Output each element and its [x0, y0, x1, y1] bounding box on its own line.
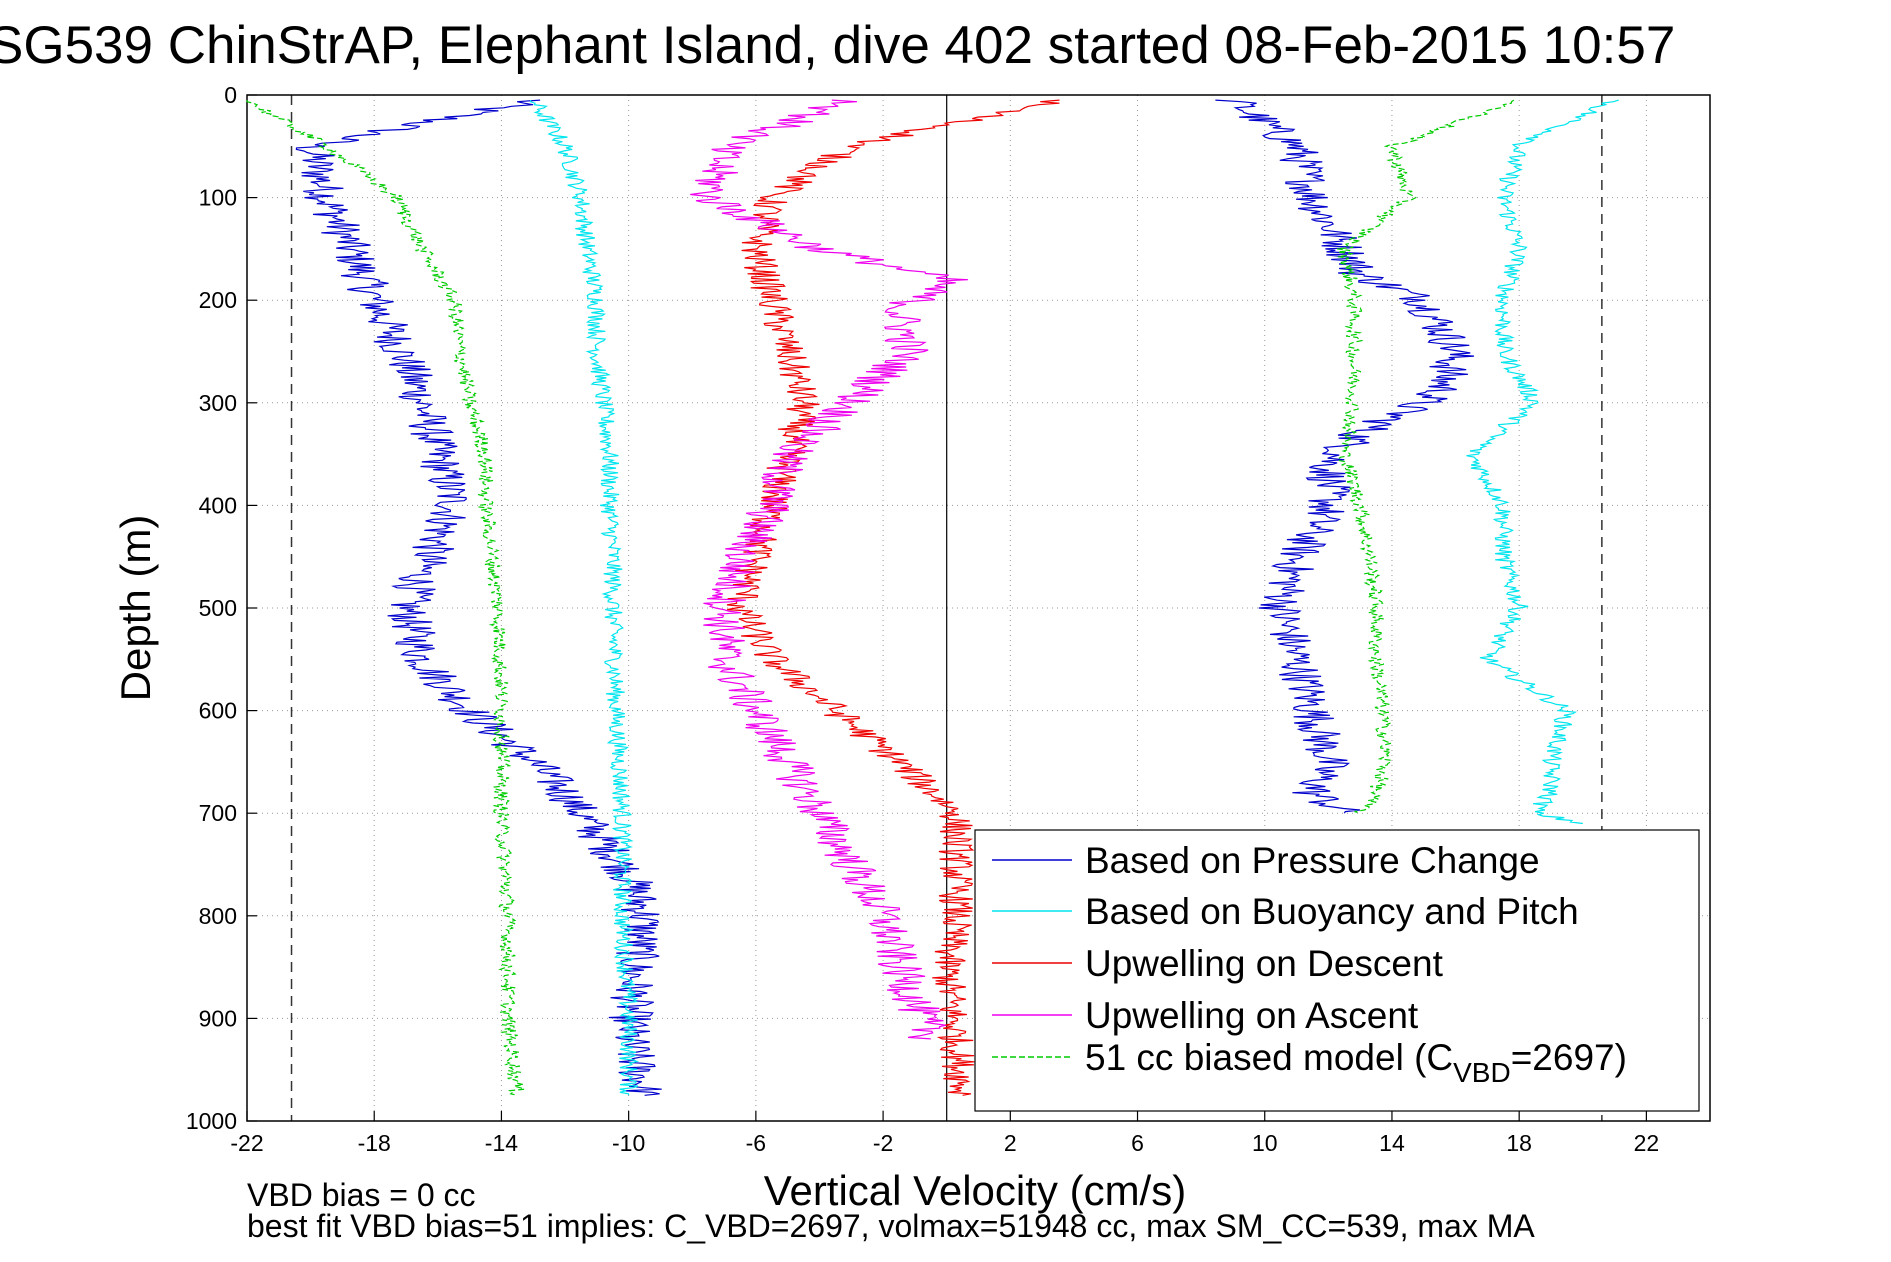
legend-label: Based on Buoyancy and Pitch [1085, 891, 1579, 932]
annotation-vbd-bias: VBD bias = 0 cc [247, 1177, 476, 1213]
legend-label: Upwelling on Ascent [1085, 995, 1419, 1036]
x-tick-label: -14 [485, 1130, 518, 1156]
series-group [246, 99, 1619, 1096]
series-line [246, 100, 525, 1096]
y-tick-label: 300 [199, 390, 237, 416]
y-tick-label: 900 [199, 1005, 237, 1031]
x-tick-label: -22 [230, 1130, 263, 1156]
legend: Based on Pressure Change Based on Buoyanc… [974, 829, 1700, 1112]
y-ticks: 0 100 200 300 400 500 600 700 800 900 1000 [186, 82, 257, 1134]
legend-label: Based on Pressure Change [1085, 840, 1540, 881]
y-tick-label: 200 [199, 287, 237, 313]
x-tick-label: -2 [873, 1130, 893, 1156]
x-tick-label: 18 [1506, 1130, 1532, 1156]
series-3 [690, 99, 969, 1040]
series-line [1466, 99, 1619, 825]
x-axis-label: Vertical Velocity (cm/s) [764, 1167, 1186, 1214]
series-line [690, 99, 969, 1040]
x-tick-label: -6 [746, 1130, 766, 1156]
y-tick-label: 100 [199, 185, 237, 211]
legend-label: 51 cc biased model (CVBD=2697) [1085, 1037, 1627, 1088]
chart-title: SG539 ChinStrAP, Elephant Island, dive 4… [0, 16, 1675, 75]
x-tick-label: -10 [612, 1130, 645, 1156]
y-tick-label: 800 [199, 903, 237, 929]
series-line [295, 99, 662, 1096]
x-tick-label: 10 [1252, 1130, 1278, 1156]
x-tick-label: 2 [1004, 1130, 1017, 1156]
x-ticks: -22 -18 -14 -10 -6 -2 2 6 10 14 18 22 [230, 1111, 1659, 1156]
series-line [1337, 99, 1515, 814]
y-tick-label: 0 [224, 82, 237, 108]
series-1 [529, 99, 1619, 1096]
series-line [1215, 99, 1475, 814]
y-tick-label: 600 [199, 698, 237, 724]
legend-box [974, 829, 1700, 1112]
series-line [529, 100, 640, 1096]
annotation-best-fit: best fit VBD bias=51 implies: C_VBD=2697… [247, 1208, 1535, 1244]
x-tick-label: 6 [1131, 1130, 1144, 1156]
x-tick-label: 14 [1379, 1130, 1405, 1156]
x-tick-label: -18 [358, 1130, 391, 1156]
series-4 [246, 99, 1515, 1096]
series-0 [295, 99, 1475, 1096]
legend-label: Upwelling on Descent [1085, 943, 1444, 984]
y-tick-label: 1000 [186, 1108, 237, 1134]
x-tick-label: 22 [1634, 1130, 1660, 1156]
y-axis-label: Depth (m) [112, 515, 159, 702]
y-tick-label: 400 [199, 492, 237, 518]
y-tick-label: 700 [199, 800, 237, 826]
y-tick-label: 500 [199, 595, 237, 621]
